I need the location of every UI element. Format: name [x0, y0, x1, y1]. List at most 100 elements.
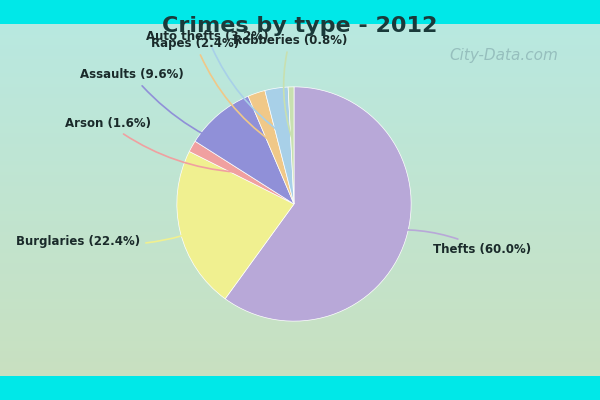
- Bar: [0, 232, 600, 235]
- Bar: [0, 298, 600, 302]
- Bar: [0, 313, 600, 316]
- Bar: [0, 119, 600, 122]
- Bar: [0, 77, 600, 80]
- Bar: [0, 161, 600, 165]
- Bar: [0, 165, 600, 168]
- Bar: [0, 327, 600, 330]
- Bar: [0, 292, 600, 295]
- Bar: [0, 147, 600, 151]
- Bar: [0, 179, 600, 182]
- Bar: [0, 28, 600, 31]
- Bar: [0, 154, 600, 158]
- Bar: [0, 130, 600, 133]
- Bar: [0, 122, 600, 126]
- Bar: [0, 242, 600, 246]
- Bar: [0, 348, 600, 351]
- Bar: [0, 42, 600, 45]
- Bar: [0, 246, 600, 249]
- Text: Burglaries (22.4%): Burglaries (22.4%): [16, 223, 217, 248]
- Bar: [0, 249, 600, 253]
- Wedge shape: [195, 96, 294, 204]
- Text: Thefts (60.0%): Thefts (60.0%): [380, 230, 532, 256]
- Bar: [0, 320, 600, 323]
- Bar: [0, 210, 600, 214]
- Bar: [0, 34, 600, 38]
- Bar: [0, 284, 600, 288]
- Bar: [0, 323, 600, 327]
- Bar: [0, 182, 600, 186]
- Wedge shape: [189, 141, 294, 204]
- Bar: [0, 351, 600, 355]
- Bar: [0, 158, 600, 161]
- Bar: [0, 91, 600, 94]
- Bar: [0, 207, 600, 210]
- Bar: [0, 295, 600, 298]
- Bar: [0, 306, 600, 309]
- Wedge shape: [288, 87, 294, 204]
- Bar: [0, 358, 600, 362]
- Bar: [0, 105, 600, 108]
- Bar: [0, 45, 600, 49]
- Bar: [0, 341, 600, 344]
- Bar: [0, 31, 600, 34]
- Bar: [0, 316, 600, 320]
- Text: Arson (1.6%): Arson (1.6%): [65, 117, 235, 172]
- Bar: [0, 204, 600, 207]
- Bar: [0, 214, 600, 218]
- Bar: [0, 126, 600, 130]
- Bar: [0, 263, 600, 267]
- Bar: [0, 175, 600, 179]
- Bar: [0, 193, 600, 196]
- Text: Auto thefts (3.2%): Auto thefts (3.2%): [146, 30, 281, 133]
- Bar: [0, 330, 600, 334]
- Bar: [0, 87, 600, 91]
- Bar: [0, 70, 600, 73]
- Bar: [0, 344, 600, 348]
- Bar: [0, 218, 600, 221]
- Text: City-Data.com: City-Data.com: [449, 48, 558, 63]
- Bar: [0, 196, 600, 200]
- Bar: [0, 102, 600, 105]
- Bar: [0, 253, 600, 256]
- Bar: [0, 221, 600, 225]
- Wedge shape: [225, 87, 411, 321]
- Bar: [0, 49, 600, 52]
- Bar: [0, 52, 600, 56]
- Bar: [0, 73, 600, 77]
- Bar: [0, 63, 600, 66]
- Bar: [0, 59, 600, 63]
- Bar: [0, 362, 600, 366]
- Bar: [0, 144, 600, 147]
- Bar: [0, 288, 600, 292]
- Text: Crimes by type - 2012: Crimes by type - 2012: [163, 16, 437, 36]
- Bar: [0, 112, 600, 116]
- Bar: [0, 56, 600, 59]
- Bar: [0, 137, 600, 140]
- Bar: [0, 274, 600, 278]
- Bar: [0, 140, 600, 144]
- Bar: [0, 278, 600, 281]
- Bar: [0, 66, 600, 70]
- Text: Assaults (9.6%): Assaults (9.6%): [80, 68, 250, 154]
- Bar: [0, 309, 600, 313]
- Bar: [0, 98, 600, 102]
- Bar: [0, 270, 600, 274]
- Bar: [0, 281, 600, 284]
- Bar: [0, 108, 600, 112]
- Bar: [0, 235, 600, 239]
- Bar: [0, 84, 600, 87]
- Text: Rapes (2.4%): Rapes (2.4%): [151, 37, 271, 141]
- Bar: [0, 133, 600, 137]
- Bar: [0, 366, 600, 369]
- Bar: [0, 186, 600, 190]
- Wedge shape: [248, 90, 294, 204]
- Bar: [0, 337, 600, 341]
- Bar: [0, 24, 600, 28]
- Bar: [0, 38, 600, 42]
- Text: Robberies (0.8%): Robberies (0.8%): [233, 34, 347, 137]
- Bar: [0, 256, 600, 260]
- Bar: [0, 190, 600, 193]
- Bar: [0, 200, 600, 204]
- Bar: [0, 239, 600, 242]
- Bar: [0, 334, 600, 337]
